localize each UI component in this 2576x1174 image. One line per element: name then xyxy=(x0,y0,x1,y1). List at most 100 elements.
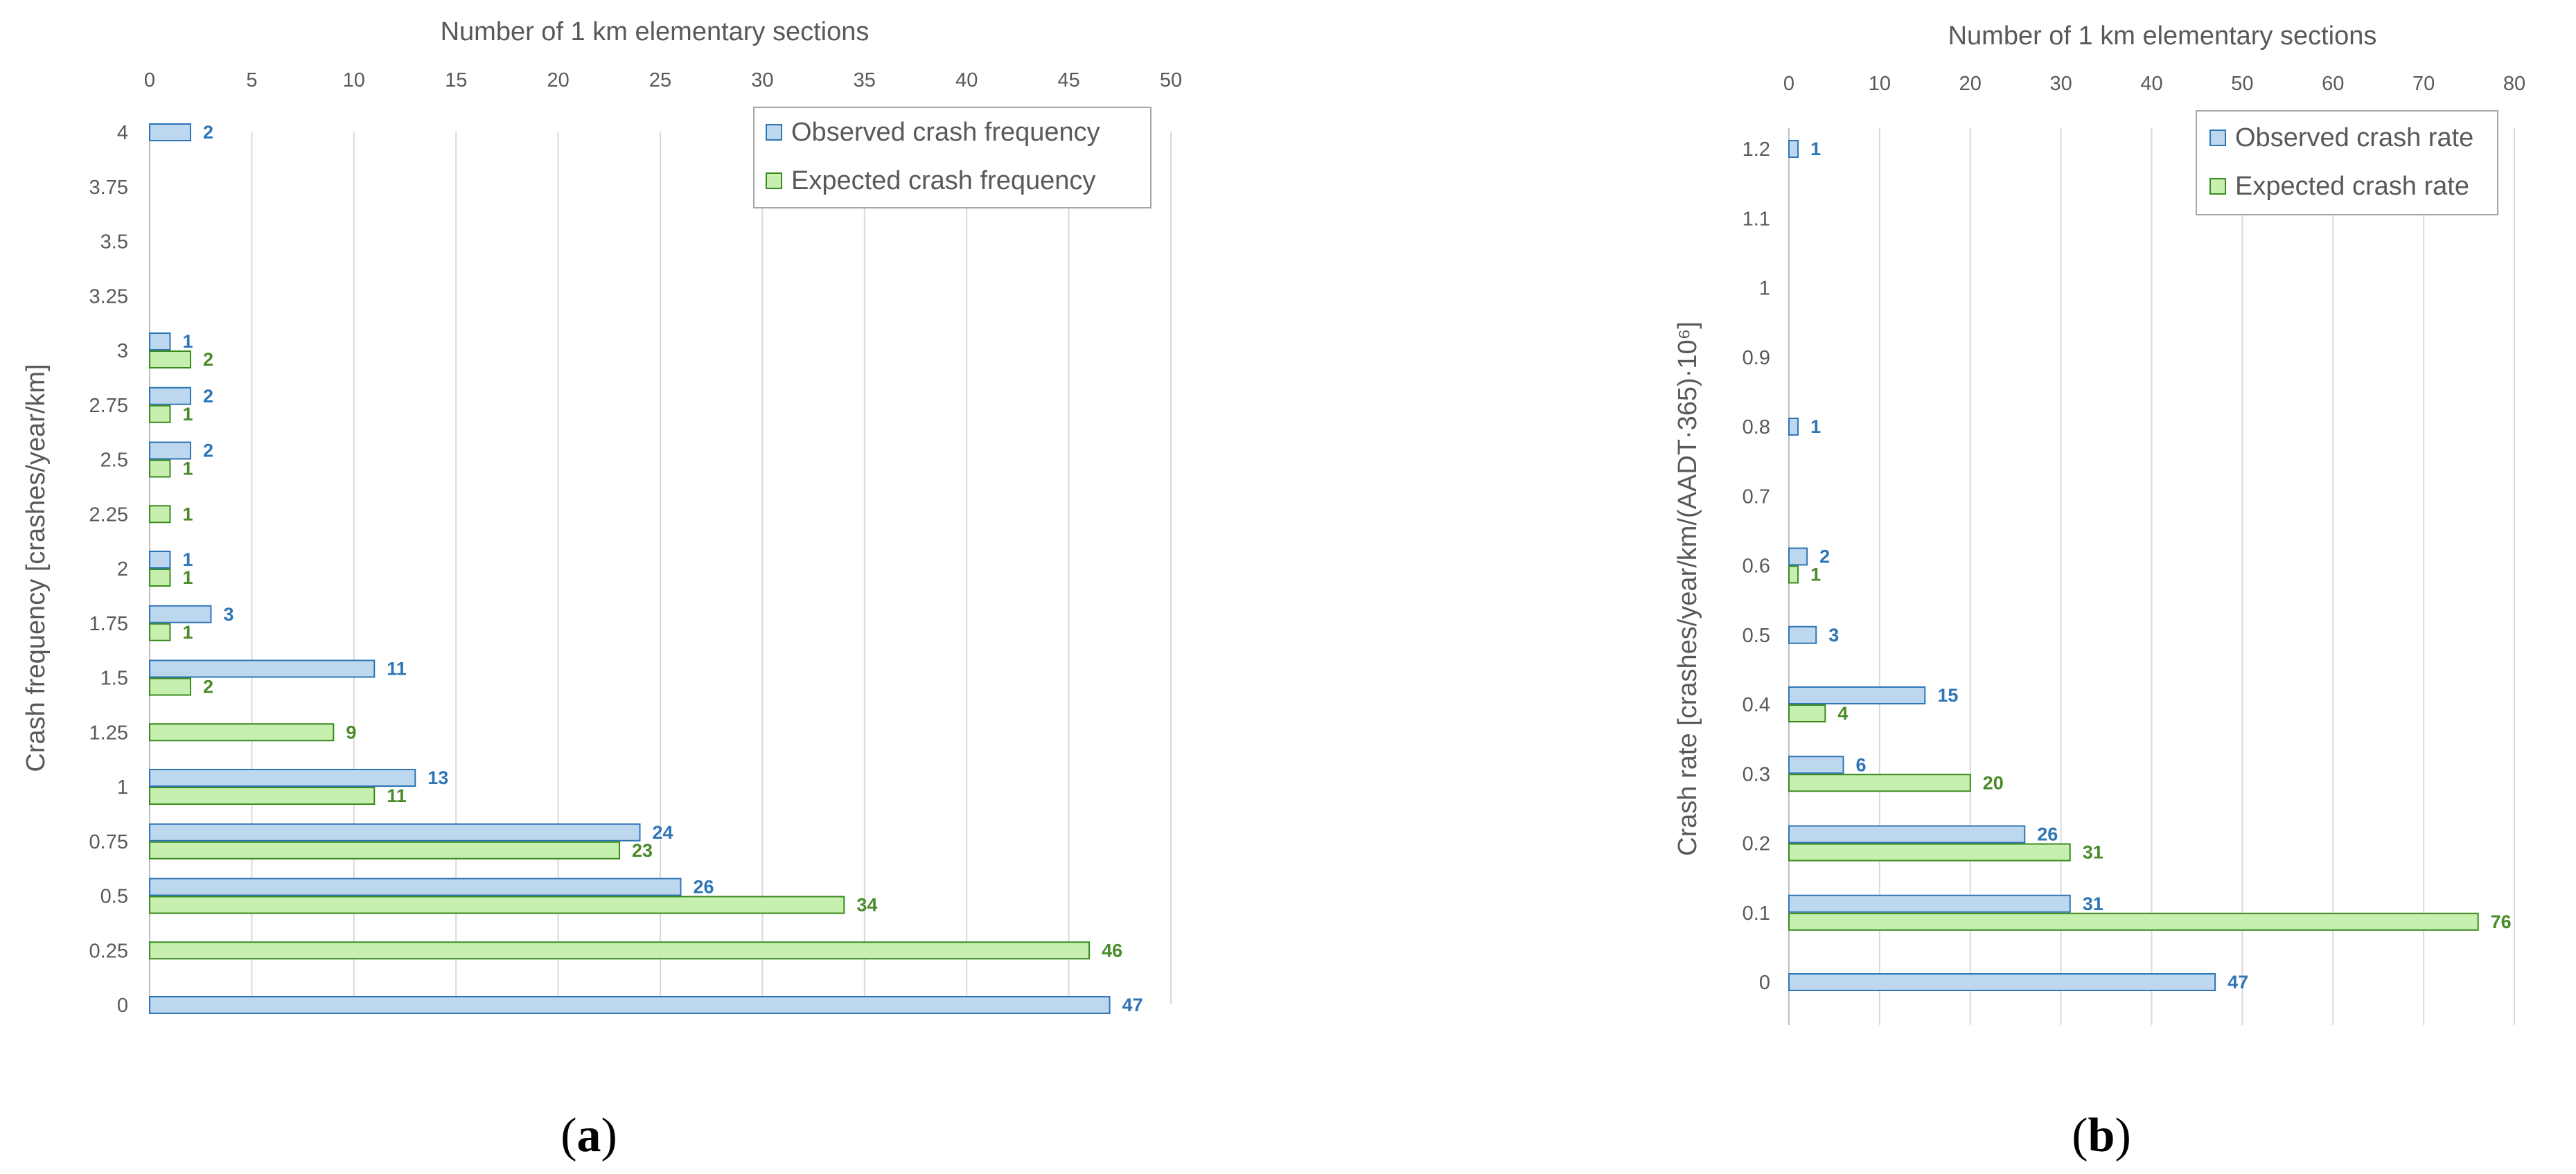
bar-observed-0_5 xyxy=(1788,625,1817,644)
legend: Observed crash rate Expected crash rate xyxy=(2196,110,2498,215)
legend-label-expected: Expected crash frequency xyxy=(791,166,1095,195)
y-tick-label: 0.7 xyxy=(1743,486,1770,508)
y-tick-label: 0.25 xyxy=(89,940,128,962)
x-tick-label: 10 xyxy=(343,69,365,91)
y-tick-label: 1 xyxy=(117,776,128,799)
bar-expected-0_6 xyxy=(1788,565,1799,584)
x-tick-label: 45 xyxy=(1057,69,1079,91)
bar-observed-0_1 xyxy=(1788,894,2071,913)
data-label-observed: 26 xyxy=(693,877,714,898)
y-tick-labels: 0 0.1 0.2 0.3 0.4 0.5 0.6 0.7 0.8 0.9 1 1.1 1.2 xyxy=(1743,139,1770,994)
data-label-expected: 2 xyxy=(203,677,213,697)
data-label-expected: 20 xyxy=(1983,772,2004,793)
data-label-expected: 34 xyxy=(856,895,877,916)
x-tick-labels: 0 10 20 30 40 50 60 70 80 xyxy=(1783,73,2525,95)
x-tick-label: 10 xyxy=(1869,73,1891,95)
bar-observed-1_5 xyxy=(149,659,376,678)
bar-expected-0_4 xyxy=(1788,704,1826,722)
y-axis-title: Crash frequency [crashes/year/km] xyxy=(21,364,51,772)
data-label-expected: 46 xyxy=(1102,940,1122,961)
x-tick-label: 15 xyxy=(445,69,467,91)
bar-expected-0_5 xyxy=(149,896,845,914)
legend: Observed crash frequency Expected crash … xyxy=(753,107,1152,208)
data-label-observed: 1 xyxy=(1810,416,1821,437)
chart-panel-a: Number of 1 km elementary sections 0 5 10 1… xyxy=(21,17,1182,1162)
bar-expected-2_25 xyxy=(149,505,171,524)
data-label-observed: 1 xyxy=(182,549,193,570)
x-tick-label: 0 xyxy=(1783,73,1794,95)
y-tick-label: 0.5 xyxy=(1743,625,1770,647)
legend-label-observed: Observed crash rate xyxy=(2235,123,2473,152)
data-label-expected: 1 xyxy=(182,404,193,425)
data-label-observed: 11 xyxy=(387,659,407,679)
x-tick-labels: 0 5 10 15 20 25 30 35 40 45 50 xyxy=(144,69,1182,91)
y-tick-label: 3 xyxy=(117,340,128,362)
y-tick-label: 1.75 xyxy=(89,613,128,635)
x-tick-label: 30 xyxy=(751,69,773,91)
data-label-observed: 31 xyxy=(2083,893,2103,914)
x-tick-label: 60 xyxy=(2322,73,2344,95)
x-tick-label: 25 xyxy=(649,69,671,91)
bar-expected-1_25 xyxy=(149,723,335,742)
x-tick-label: 20 xyxy=(1959,73,1982,95)
legend-label-expected: Expected crash rate xyxy=(2235,172,2469,201)
bar-observed-4 xyxy=(149,123,191,141)
y-tick-label: 0.4 xyxy=(1743,694,1770,716)
bar-observed-0_4 xyxy=(1788,686,1926,704)
y-tick-label: 0 xyxy=(117,995,128,1017)
x-tick-label: 50 xyxy=(2231,73,2253,95)
bar-expected-0_25 xyxy=(149,941,1091,960)
y-tick-label: 0.2 xyxy=(1743,833,1770,855)
bar-observed-0_3 xyxy=(1788,756,1844,774)
bar-expected-1_75 xyxy=(149,623,171,641)
y-tick-label: 1.25 xyxy=(89,722,128,744)
bar-observed-2_75 xyxy=(149,386,191,405)
data-label-observed: 2 xyxy=(203,386,213,407)
legend-frame xyxy=(2196,110,2498,215)
bar-observed-1_2 xyxy=(1788,140,1799,158)
data-label-observed: 26 xyxy=(2037,824,2058,845)
data-label-observed: 13 xyxy=(427,767,448,788)
data-label-expected: 4 xyxy=(1837,703,1848,724)
x-tick-label: 35 xyxy=(854,69,876,91)
bar-observed-2 xyxy=(149,551,171,569)
y-tick-label: 0.8 xyxy=(1743,416,1770,438)
y-tick-label: 0 xyxy=(1759,972,1770,994)
bar-expected-0_1 xyxy=(1788,912,2479,931)
y-tick-label: 0.6 xyxy=(1743,555,1770,578)
y-tick-labels: 0 0.25 0.5 0.75 1 1.25 1.5 1.75 2 2.25 2.5 2.75 3 3.2… xyxy=(89,122,128,1017)
x-axis-title: Number of 1 km elementary sections xyxy=(1948,21,2377,51)
bar-observed-0_6 xyxy=(1788,547,1808,566)
data-label-observed: 3 xyxy=(1828,625,1839,646)
x-gridlines xyxy=(1788,128,2515,1025)
panel-label-b: (b) xyxy=(2072,1109,2131,1162)
y-axis-title: Crash rate [crashes/year/km/(AADT·365)·1… xyxy=(1673,321,1702,856)
bar-observed-3 xyxy=(149,332,171,350)
data-label-expected: 76 xyxy=(2491,911,2512,932)
y-tick-label: 0.75 xyxy=(89,831,128,853)
bar-expected-3 xyxy=(149,350,191,368)
x-tick-label: 0 xyxy=(144,69,155,91)
data-label-observed: 3 xyxy=(223,604,233,625)
bar-observed-0 xyxy=(1788,973,2216,991)
x-tick-label: 40 xyxy=(955,69,978,91)
bar-observed-0_5 xyxy=(149,878,682,896)
y-tick-label: 1.2 xyxy=(1743,139,1770,161)
y-tick-label: 3.75 xyxy=(89,177,128,199)
data-label-observed: 47 xyxy=(1122,995,1143,1015)
x-axis-title: Number of 1 km elementary sections xyxy=(441,17,870,46)
data-label-observed: 2 xyxy=(1819,546,1830,567)
bar-observed-2_5 xyxy=(149,441,191,460)
x-tick-label: 70 xyxy=(2412,73,2435,95)
bar-observed-0_75 xyxy=(149,823,641,842)
legend-label-observed: Observed crash frequency xyxy=(791,118,1100,147)
bar-observed-0 xyxy=(149,996,1111,1014)
data-label-observed: 24 xyxy=(653,822,673,843)
x-gridlines xyxy=(149,132,1172,1004)
bar-expected-2_5 xyxy=(149,459,171,478)
chart-panel-b: Number of 1 km elementary sections 0 10 20… xyxy=(1673,21,2525,1162)
bar-observed-1_75 xyxy=(149,605,212,623)
bar-expected-0_75 xyxy=(149,841,621,860)
x-tick-label: 30 xyxy=(2049,73,2072,95)
